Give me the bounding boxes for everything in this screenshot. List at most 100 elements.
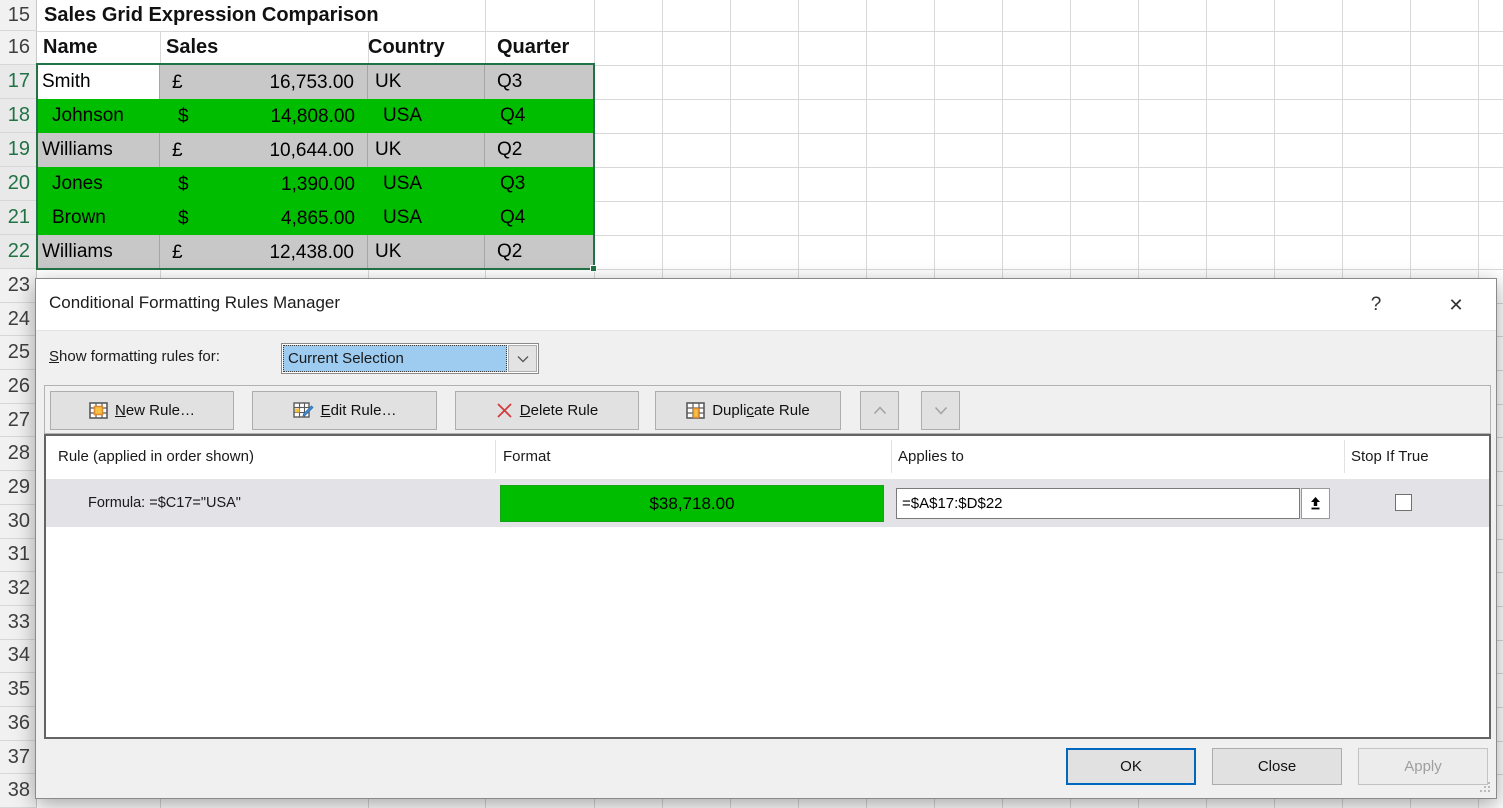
cell-quarter[interactable]: Q3: [485, 65, 594, 99]
delete-rule-label: Delete Rule: [519, 402, 599, 419]
edit-rule-button[interactable]: Edit Rule…: [252, 391, 437, 430]
list-header-stop: Stop If True: [1351, 448, 1429, 465]
row-header-27[interactable]: 27: [0, 404, 37, 438]
cell-name[interactable]: Jones: [37, 167, 160, 201]
cell-name[interactable]: Brown: [37, 201, 160, 235]
table-row[interactable]: Williams £10,644.00 UK Q2: [37, 133, 594, 167]
conditional-formatting-rules-manager-dialog: Conditional Formatting Rules Manager ? ✕…: [35, 278, 1497, 799]
close-icon[interactable]: ✕: [1448, 294, 1464, 315]
row-header-19[interactable]: 19: [0, 133, 37, 167]
gridline: [0, 235, 1503, 236]
close-button[interactable]: Close: [1212, 748, 1342, 785]
resize-grip[interactable]: [1478, 780, 1491, 793]
help-button[interactable]: ?: [1370, 294, 1382, 315]
dropdown-selected-value: Current Selection: [283, 345, 507, 372]
applies-to-input[interactable]: [896, 488, 1300, 519]
cell-quarter[interactable]: Q3: [485, 167, 594, 201]
cell-country[interactable]: UK: [368, 235, 485, 269]
cell-name[interactable]: Johnson: [37, 99, 160, 133]
move-rule-up-button[interactable]: [860, 391, 899, 430]
cell-quarter[interactable]: Q2: [485, 235, 594, 269]
cell-quarter[interactable]: Q4: [485, 99, 594, 133]
table-row[interactable]: Jones $1,390.00 USA Q3: [37, 167, 594, 201]
row-header-25[interactable]: 25: [0, 336, 37, 371]
stop-if-true-checkbox[interactable]: [1395, 494, 1412, 511]
currency-symbol: $: [178, 207, 189, 229]
cell-country[interactable]: USA: [368, 201, 485, 235]
cell-quarter[interactable]: Q4: [485, 201, 594, 235]
row-header-16[interactable]: 16: [0, 31, 37, 65]
chevron-down-icon[interactable]: [508, 345, 537, 372]
show-rules-for-label: Show formatting rules for:: [49, 348, 220, 365]
col-header-sales[interactable]: Sales: [166, 36, 219, 58]
cell-sales[interactable]: £12,438.00: [160, 235, 368, 269]
gridline: [0, 201, 1503, 202]
row-header-23[interactable]: 23: [0, 269, 37, 303]
col-header-quarter[interactable]: Quarter: [497, 36, 570, 58]
cell-sales[interactable]: $4,865.00: [160, 201, 368, 235]
cell-name[interactable]: Smith: [37, 65, 160, 99]
row-header-31[interactable]: 31: [0, 539, 37, 573]
cell-sales[interactable]: £10,644.00: [160, 133, 368, 167]
new-rule-button[interactable]: New Rule…: [50, 391, 234, 430]
row-header-21[interactable]: 21: [0, 201, 37, 235]
row-header-36[interactable]: 36: [0, 707, 37, 741]
row-header-22[interactable]: 22: [0, 235, 37, 269]
table-title-cell[interactable]: Sales Grid Expression Comparison: [37, 0, 485, 31]
row-header-28[interactable]: 28: [0, 437, 37, 472]
dialog-titlebar[interactable]: Conditional Formatting Rules Manager ? ✕: [36, 279, 1496, 331]
row-header-18[interactable]: 18: [0, 99, 37, 133]
show-rules-for-dropdown[interactable]: Current Selection: [281, 343, 539, 374]
col-header-name[interactable]: Name: [43, 36, 98, 58]
gridline: [0, 31, 1503, 32]
row-header-17[interactable]: 17: [0, 65, 37, 99]
table-row[interactable]: Williams £12,438.00 UK Q2: [37, 235, 594, 269]
list-header-applies: Applies to: [898, 448, 964, 465]
cell-name[interactable]: Williams: [37, 133, 160, 167]
cell-country[interactable]: USA: [368, 99, 485, 133]
col-header-country[interactable]: Country: [368, 36, 445, 58]
rule-row[interactable]: Formula: =$C17="USA" $38,718.00: [46, 479, 1489, 527]
row-header-37[interactable]: 37: [0, 741, 37, 775]
ok-button[interactable]: OK: [1066, 748, 1196, 785]
row-header-column: 15 16 17 18 19 20 21 22 23 24 25 26 27 28 29 30 31 32 33 34…: [0, 0, 37, 808]
currency-symbol: $: [178, 173, 189, 195]
row-header-15[interactable]: 15: [0, 0, 37, 31]
chevron-up-icon: [873, 406, 886, 415]
rules-toolbar: New Rule… Edit Rule… Delete Rule Duplica…: [44, 385, 1491, 434]
row-header-33[interactable]: 33: [0, 606, 37, 640]
row-header-24[interactable]: 24: [0, 303, 37, 337]
row-header-35[interactable]: 35: [0, 673, 37, 707]
collapse-dialog-range-icon[interactable]: [1301, 488, 1330, 519]
cell-name[interactable]: Williams: [37, 235, 160, 269]
move-rule-down-button[interactable]: [921, 391, 960, 430]
duplicate-rule-grid-icon: [686, 402, 706, 419]
list-header-rule: Rule (applied in order shown): [58, 448, 254, 465]
table-row[interactable]: Johnson $14,808.00 USA Q4: [37, 99, 594, 133]
format-preview-swatch: $38,718.00: [500, 485, 884, 522]
edit-rule-pencil-icon: [292, 401, 314, 418]
table-row[interactable]: Brown $4,865.00 USA Q4: [37, 201, 594, 235]
column-separator: [1344, 440, 1345, 473]
rules-list: Rule (applied in order shown) Format App…: [44, 434, 1491, 739]
cell-country[interactable]: UK: [368, 133, 485, 167]
row-header-29[interactable]: 29: [0, 471, 37, 505]
amount: 4,865.00: [281, 207, 355, 229]
cell-country[interactable]: USA: [368, 167, 485, 201]
cell-sales[interactable]: $14,808.00: [160, 99, 368, 133]
delete-red-x-icon: [497, 403, 512, 418]
cell-sales[interactable]: £16,753.00: [160, 65, 368, 99]
delete-rule-button[interactable]: Delete Rule: [455, 391, 639, 430]
row-header-38[interactable]: 38: [0, 774, 37, 808]
row-header-30[interactable]: 30: [0, 505, 37, 539]
cell-country[interactable]: UK: [368, 65, 485, 99]
row-header-26[interactable]: 26: [0, 370, 37, 404]
duplicate-rule-button[interactable]: Duplicate Rule: [655, 391, 841, 430]
cell-sales[interactable]: $1,390.00: [160, 167, 368, 201]
table-row[interactable]: Smith £16,753.00 UK Q3: [37, 65, 594, 99]
row-header-32[interactable]: 32: [0, 572, 37, 606]
row-header-34[interactable]: 34: [0, 640, 37, 674]
row-header-20[interactable]: 20: [0, 167, 37, 201]
cell-quarter[interactable]: Q2: [485, 133, 594, 167]
